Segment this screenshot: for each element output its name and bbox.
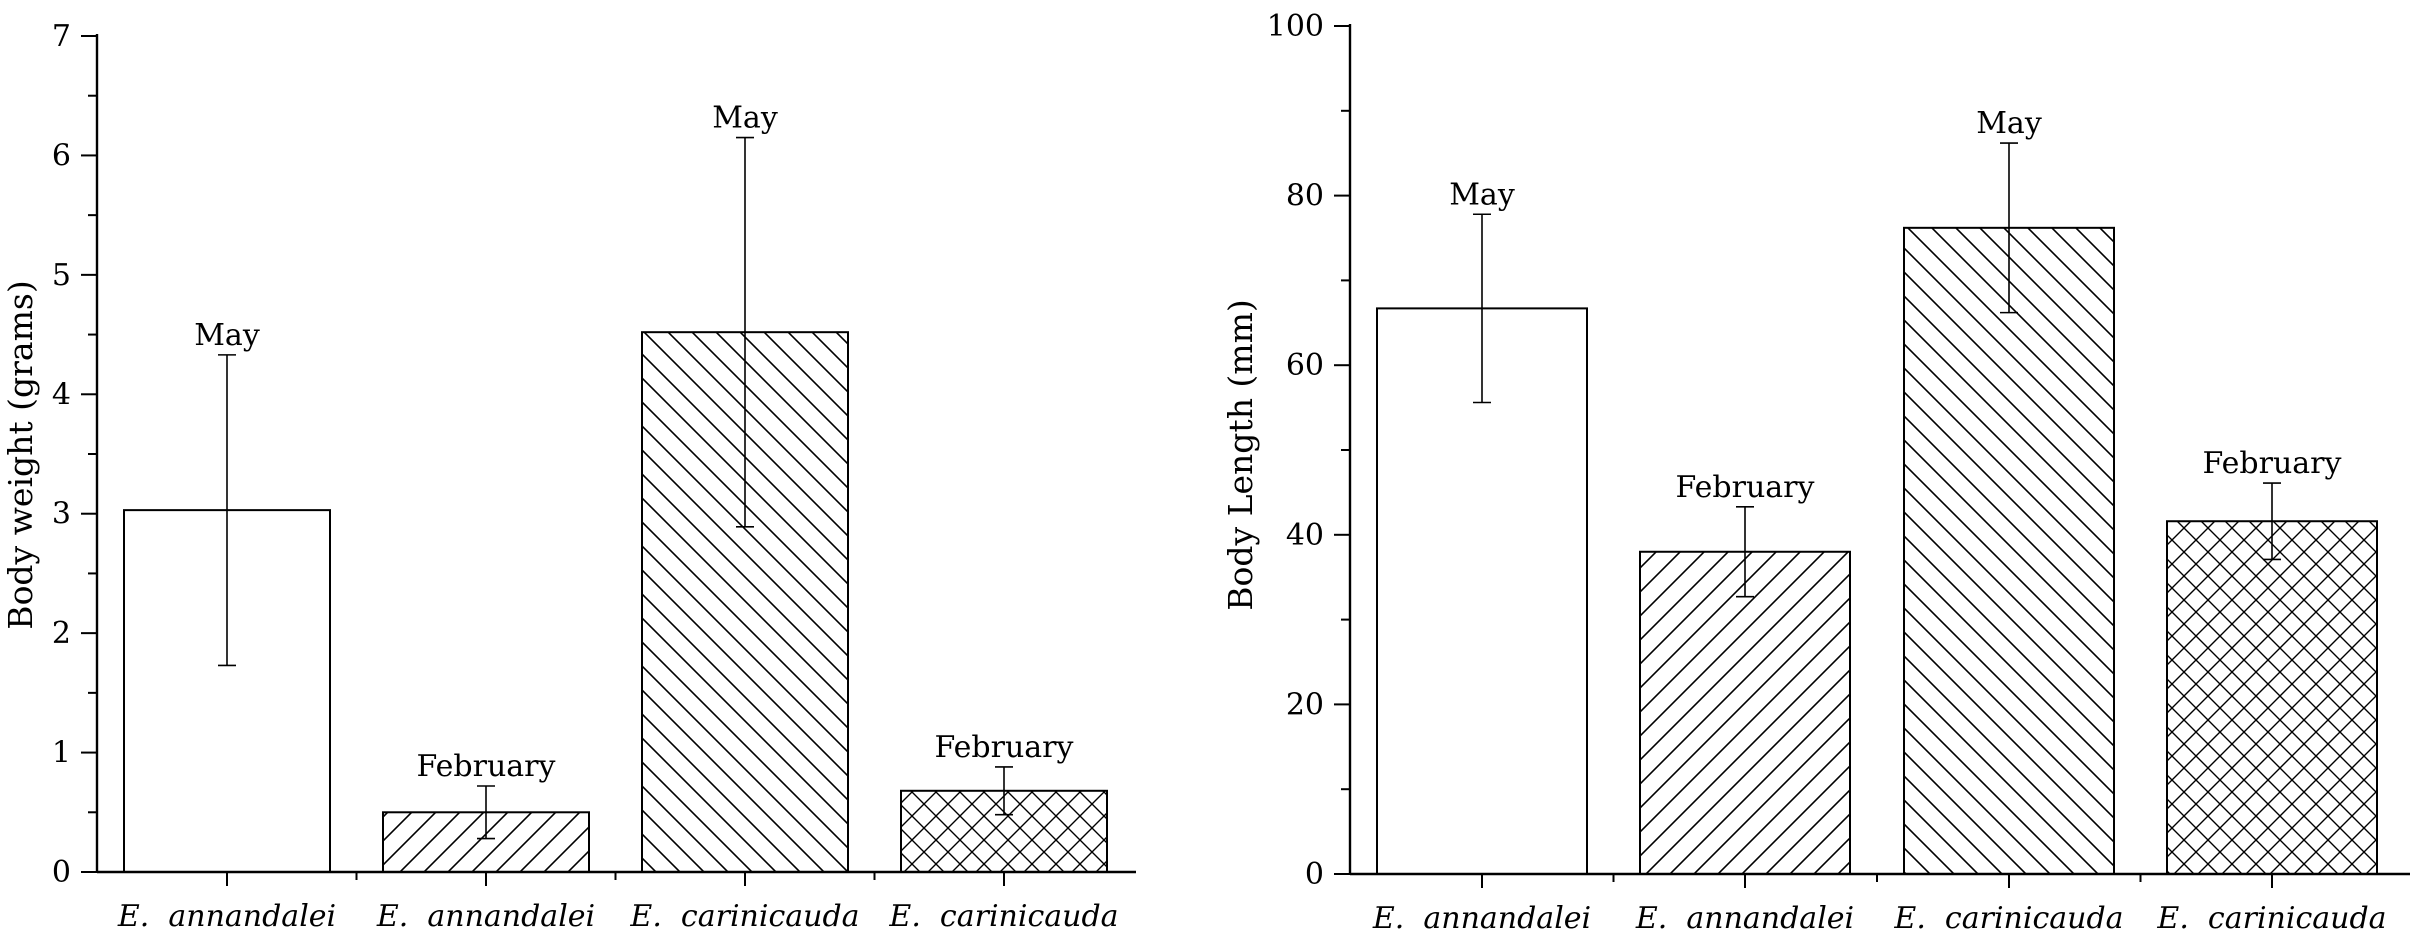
bar-label: February (417, 749, 556, 784)
axes (95, 34, 1136, 886)
y-tick-label: 0 (52, 855, 71, 890)
labels: E. annandalei E. annandalei E. carinicauda… (117, 101, 1119, 934)
category-label: E. carinicauda (888, 899, 1118, 934)
bar-label: February (2203, 446, 2342, 481)
y-tick-label: 100 (1267, 9, 1324, 44)
y-tick-label: 3 (52, 497, 71, 532)
bar (2166, 520, 2378, 875)
y-tick-label: 7 (52, 19, 71, 54)
body-weight-chart: Body weight (grams) 0 1 2 3 4 5 6 7 E. annandal… (1, 19, 1136, 934)
y-tick-label: 2 (52, 616, 71, 651)
y-tick-label: 80 (1286, 179, 1324, 214)
bar-label: February (1676, 470, 1815, 505)
y-tick-label: 5 (52, 258, 71, 293)
error-bars (218, 136, 1013, 840)
category-label: E. annandalei (1635, 901, 1854, 936)
bar (1903, 226, 2115, 876)
category-label: E. annandalei (376, 899, 595, 934)
y-axis-ticks: 0 1 2 3 4 5 6 7 (52, 19, 97, 890)
y-axis-ticks: 0 20 40 60 80 100 (1267, 9, 1350, 892)
category-label: E. annandalei (117, 899, 336, 934)
category-label: E. carinicauda (1893, 901, 2123, 936)
bar-label: May (1449, 177, 1515, 212)
y-tick-label: 0 (1305, 857, 1324, 892)
y-tick-label: 1 (52, 736, 71, 771)
y-tick-label: 4 (52, 377, 71, 412)
bar-label: May (194, 318, 260, 353)
error-bars (1473, 142, 2281, 598)
body-length-chart: Body Length (mm) 0 20 40 60 80 100 E. annanda… (1221, 9, 2410, 936)
bar-label: May (1976, 106, 2042, 141)
y-tick-label: 20 (1286, 687, 1324, 722)
category-label: E. annandalei (1372, 901, 1591, 936)
category-label: E. carinicauda (2156, 901, 2386, 936)
category-label: E. carinicauda (629, 899, 859, 934)
bar-label: May (712, 101, 778, 136)
y-axis-title: Body Length (mm) (1221, 299, 1260, 611)
axes (1348, 24, 2410, 888)
y-tick-label: 6 (52, 138, 71, 173)
bars (123, 331, 1108, 873)
labels: E. annandalei E. annandalei E. carinicauda… (1372, 106, 2387, 936)
bar (1639, 550, 1851, 875)
bars (1376, 226, 2378, 876)
y-axis-title: Body weight (grams) (1, 280, 40, 629)
bar-label: February (935, 730, 1074, 765)
y-tick-label: 40 (1286, 518, 1324, 553)
y-tick-label: 60 (1286, 348, 1324, 383)
